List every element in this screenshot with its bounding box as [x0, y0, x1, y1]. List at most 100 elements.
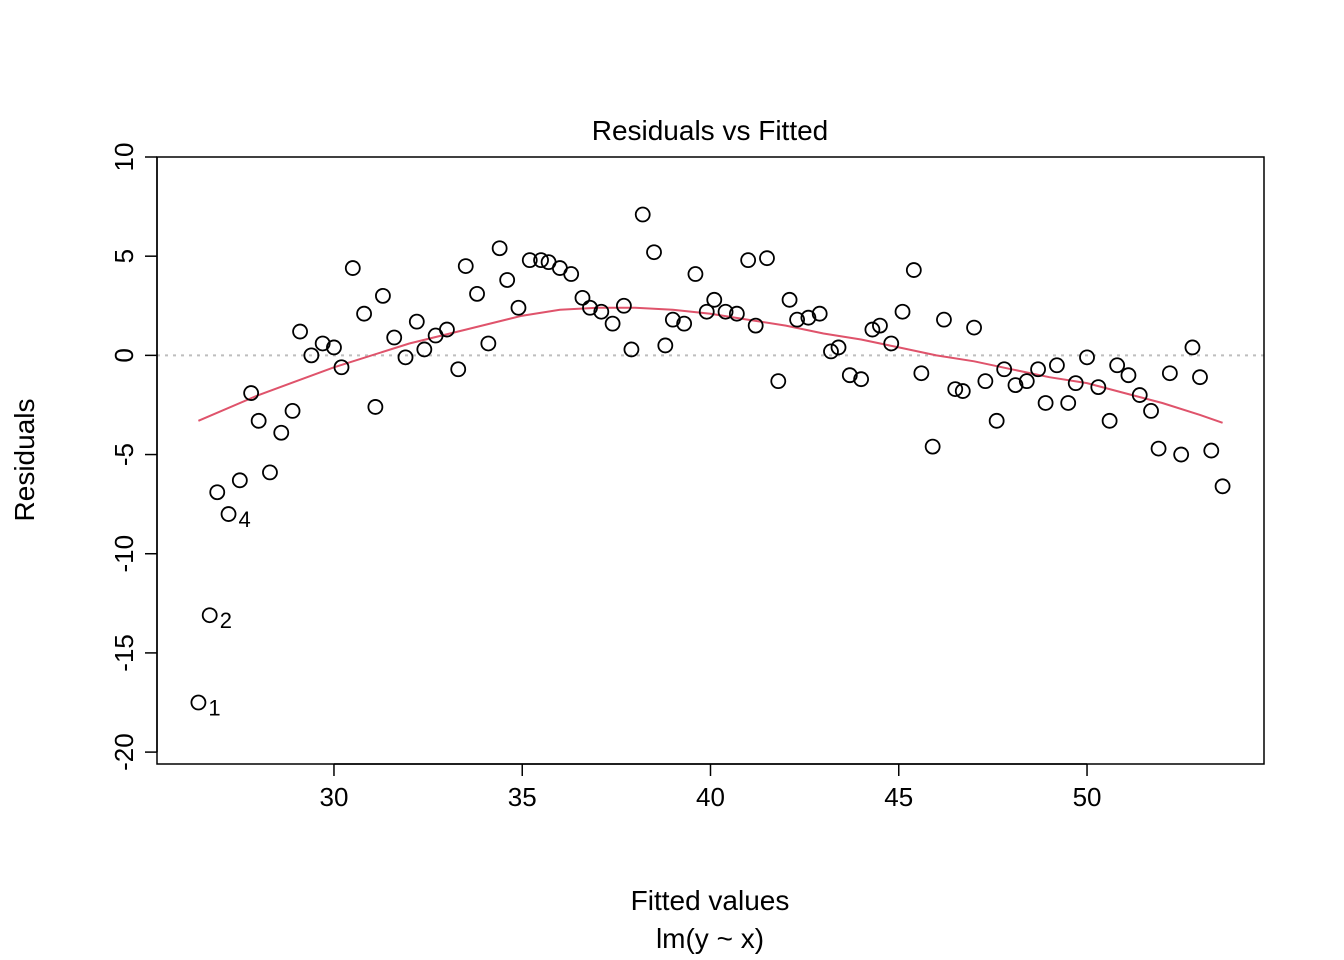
data-point — [250, 412, 267, 429]
data-point — [905, 262, 922, 278]
x-tick-label: 35 — [508, 782, 537, 812]
smoother-line — [198, 306, 1223, 424]
data-point — [416, 341, 433, 358]
data-point — [1109, 357, 1126, 374]
model-formula-label: lm(y ~ x) — [656, 923, 764, 954]
data-point — [356, 305, 372, 322]
data-point — [740, 252, 757, 269]
data-point — [450, 361, 467, 378]
data-point — [1101, 412, 1118, 429]
data-point — [408, 313, 425, 330]
y-tick-label: -10 — [109, 535, 139, 573]
data-point — [1007, 377, 1024, 394]
data-point — [811, 305, 828, 322]
data-point — [480, 335, 497, 352]
data-point — [397, 349, 414, 366]
smoother-layer — [198, 306, 1223, 424]
data-point — [1060, 395, 1077, 411]
data-point — [1150, 440, 1167, 457]
data-point — [1203, 442, 1220, 459]
y-tick-label: 10 — [109, 143, 139, 172]
data-point — [1120, 367, 1137, 384]
data-point — [439, 321, 455, 338]
data-point — [1173, 446, 1190, 463]
data-point — [491, 240, 508, 257]
data-point — [759, 250, 775, 267]
data-point — [841, 367, 858, 384]
y-tick-label: 5 — [109, 249, 139, 263]
data-point — [789, 311, 806, 328]
data-point — [231, 472, 248, 489]
data-point — [375, 287, 391, 304]
y-tick-label: -15 — [109, 634, 139, 672]
data-point — [936, 311, 952, 328]
data-point — [499, 272, 516, 288]
data-point — [1161, 365, 1178, 382]
data-point — [1079, 349, 1095, 366]
data-point — [1184, 339, 1201, 356]
data-point — [533, 252, 549, 269]
data-point — [728, 305, 745, 322]
y-tick-label: -20 — [109, 733, 139, 771]
data-point — [657, 337, 674, 354]
data-point — [913, 365, 930, 382]
data-point — [574, 289, 591, 306]
data-point — [344, 260, 361, 276]
data-point — [954, 383, 971, 399]
data-point — [894, 303, 911, 320]
data-point — [664, 311, 681, 328]
data-point — [800, 309, 817, 326]
data-point — [593, 303, 610, 320]
data-point — [687, 266, 704, 282]
data-point — [457, 258, 474, 275]
data-point — [243, 385, 260, 401]
data-point — [615, 297, 632, 314]
data-point — [262, 464, 278, 481]
data-point — [1192, 369, 1208, 386]
data-point — [1037, 395, 1054, 411]
data-point — [510, 299, 527, 316]
point-label: 1 — [208, 696, 220, 721]
y-axis: -20 -15 -10 -5 0 5 10 — [109, 143, 158, 771]
data-point — [209, 484, 226, 501]
data-point — [977, 373, 994, 390]
data-point — [190, 694, 207, 711]
x-tick-label: 50 — [1073, 782, 1102, 812]
y-tick-label: 0 — [109, 348, 139, 362]
data-point — [292, 323, 308, 340]
data-point — [367, 399, 384, 415]
y-axis-label: Residuals — [9, 399, 40, 522]
point-label: 4 — [239, 507, 251, 532]
x-axis: 30 35 40 45 50 — [320, 763, 1102, 812]
data-point — [770, 373, 787, 390]
data-point — [646, 244, 662, 261]
data-point — [582, 299, 598, 316]
x-tick-label: 45 — [884, 782, 913, 812]
data-point — [563, 266, 580, 282]
points-layer — [190, 206, 1231, 711]
data-point — [864, 321, 881, 338]
point-label: 2 — [220, 608, 232, 633]
data-point — [698, 303, 715, 320]
data-point — [966, 319, 982, 336]
data-point — [386, 329, 403, 346]
data-point — [853, 371, 870, 388]
data-point — [634, 206, 651, 223]
data-point — [706, 291, 723, 308]
data-point — [1143, 403, 1159, 419]
data-point — [201, 607, 218, 624]
data-point — [1067, 375, 1084, 392]
data-point — [1214, 478, 1231, 495]
data-point — [1049, 357, 1065, 374]
data-point — [1018, 373, 1035, 390]
data-point — [996, 361, 1013, 378]
data-point — [220, 506, 237, 522]
data-point — [988, 412, 1005, 429]
data-point — [623, 341, 640, 358]
data-point — [1030, 361, 1046, 378]
data-point — [521, 252, 538, 269]
data-point — [284, 403, 301, 419]
chart-title: Residuals vs Fitted — [592, 115, 829, 146]
